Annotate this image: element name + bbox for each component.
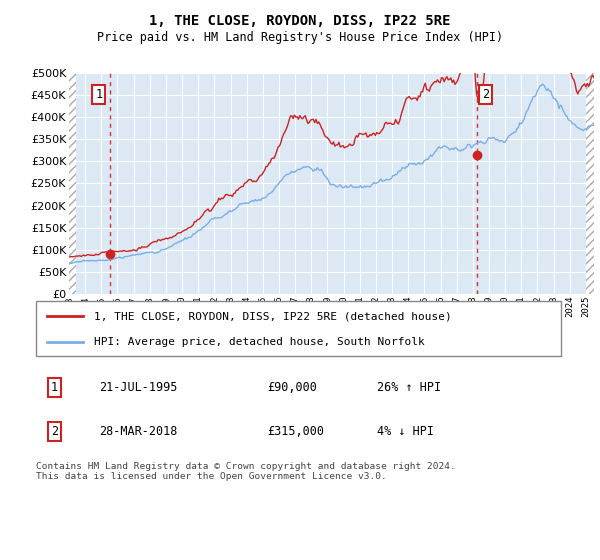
Text: Price paid vs. HM Land Registry's House Price Index (HPI): Price paid vs. HM Land Registry's House … — [97, 31, 503, 44]
Bar — [69, 73, 76, 294]
Text: 28-MAR-2018: 28-MAR-2018 — [99, 425, 178, 438]
Text: 1: 1 — [95, 88, 103, 101]
Text: 4% ↓ HPI: 4% ↓ HPI — [377, 425, 434, 438]
FancyBboxPatch shape — [36, 301, 561, 356]
Text: £90,000: £90,000 — [267, 381, 317, 394]
Text: £315,000: £315,000 — [267, 425, 324, 438]
Text: 21-JUL-1995: 21-JUL-1995 — [99, 381, 178, 394]
Text: Contains HM Land Registry data © Crown copyright and database right 2024.
This d: Contains HM Land Registry data © Crown c… — [36, 462, 456, 482]
Text: 1, THE CLOSE, ROYDON, DISS, IP22 5RE (detached house): 1, THE CLOSE, ROYDON, DISS, IP22 5RE (de… — [94, 311, 452, 321]
Bar — [586, 73, 594, 294]
Text: HPI: Average price, detached house, South Norfolk: HPI: Average price, detached house, Sout… — [94, 337, 425, 347]
Text: 2: 2 — [51, 425, 58, 438]
Text: 2: 2 — [482, 88, 489, 101]
Text: 26% ↑ HPI: 26% ↑ HPI — [377, 381, 442, 394]
Text: 1: 1 — [51, 381, 58, 394]
Text: 1, THE CLOSE, ROYDON, DISS, IP22 5RE: 1, THE CLOSE, ROYDON, DISS, IP22 5RE — [149, 14, 451, 28]
